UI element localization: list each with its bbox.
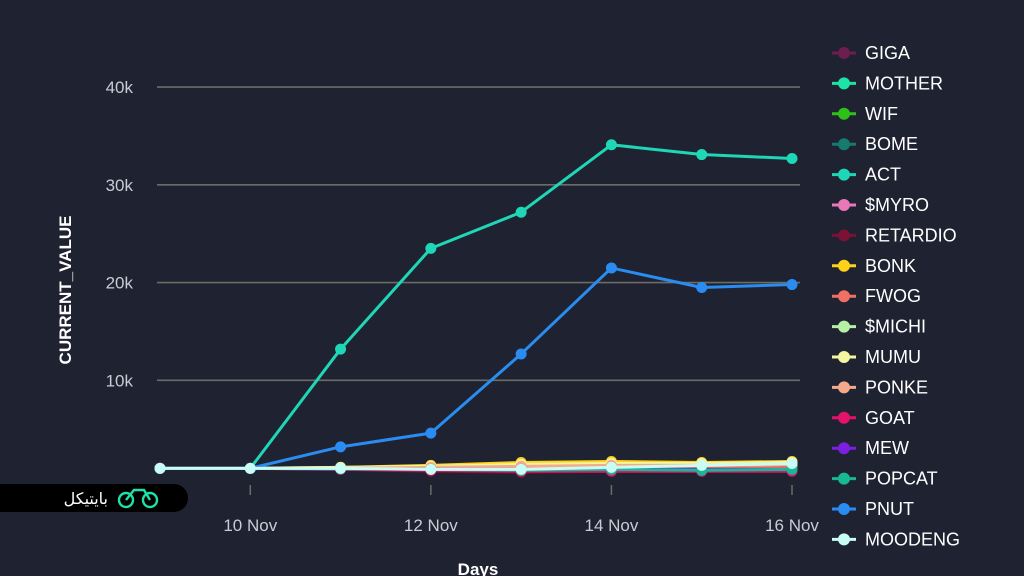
watermark-text: بایتیکل	[63, 488, 108, 508]
legend-marker	[838, 290, 850, 303]
legend-label: BOME	[865, 134, 918, 154]
data-point[interactable]	[515, 348, 527, 360]
legend-item[interactable]: PNUT	[832, 499, 914, 519]
legend-label: RETARDIO	[865, 225, 957, 245]
series-line	[160, 143, 793, 470]
legend-marker	[838, 442, 850, 455]
legend-label: $MYRO	[865, 195, 929, 215]
legend-label: MOTHER	[865, 73, 943, 93]
data-point[interactable]	[605, 139, 617, 151]
legend-marker	[838, 351, 850, 363]
legend-label: GOAT	[865, 408, 915, 428]
legend-item[interactable]: PONKE	[832, 377, 928, 397]
legend-item[interactable]: $MICHI	[832, 317, 926, 337]
legend-item[interactable]: WIF	[832, 104, 898, 124]
legend-item[interactable]: MEW	[832, 438, 909, 458]
legend-label: MEW	[865, 438, 909, 458]
data-point[interactable]	[515, 463, 527, 475]
data-point[interactable]	[335, 343, 347, 355]
bicycle-icon	[117, 488, 159, 509]
legend-marker	[838, 381, 850, 394]
x-axis-title: Days	[458, 560, 499, 576]
y-axis-ticks: 10k 20k 30k 40k	[106, 78, 134, 390]
legend-marker	[838, 503, 850, 515]
series-layer	[154, 139, 798, 478]
x-tick-label: 10 Nov	[223, 516, 277, 535]
data-point[interactable]	[696, 149, 708, 161]
y-tick-label: 40k	[106, 78, 134, 97]
legend-item[interactable]: GIGA	[832, 43, 910, 63]
legend-marker	[838, 168, 850, 181]
x-tick-label: 16 Nov	[765, 516, 819, 535]
legend-marker	[838, 472, 850, 485]
legend-label: FWOG	[865, 286, 921, 306]
data-point[interactable]	[786, 152, 798, 164]
series-act	[154, 139, 798, 474]
data-point[interactable]	[244, 462, 256, 474]
data-point[interactable]	[154, 462, 166, 474]
legend-item[interactable]: MOODENG	[832, 529, 960, 549]
legend-marker	[838, 411, 850, 424]
legend-item[interactable]: FWOG	[832, 286, 921, 306]
legend-marker	[838, 77, 850, 90]
legend-label: BONK	[865, 256, 916, 276]
legend-marker	[838, 47, 850, 59]
legend: GIGA MOTHER WIF BOME ACT $MYRO RETARDIO BONK FWO…	[832, 43, 960, 549]
x-tick-label: 14 Nov	[584, 516, 638, 535]
x-axis-ticks: 10 Nov 12 Nov 14 Nov 16 Nov	[223, 485, 819, 535]
legend-label: GIGA	[865, 43, 910, 63]
legend-marker	[838, 138, 850, 151]
data-point[interactable]	[425, 463, 437, 475]
series-line	[160, 461, 793, 471]
legend-label: PONKE	[865, 377, 928, 397]
data-point[interactable]	[786, 279, 798, 291]
data-point[interactable]	[696, 281, 708, 293]
watermark-badge: بایتیکل	[0, 484, 188, 512]
data-point[interactable]	[425, 427, 437, 439]
legend-item[interactable]: BOME	[832, 134, 918, 154]
series-moodeng	[154, 457, 798, 475]
legend-item[interactable]: MUMU	[832, 347, 921, 367]
legend-marker	[838, 533, 850, 546]
legend-label: MUMU	[865, 347, 921, 367]
data-point[interactable]	[605, 461, 617, 473]
legend-marker	[838, 199, 850, 211]
legend-item[interactable]: POPCAT	[832, 469, 938, 489]
legend-marker	[838, 229, 850, 242]
data-point[interactable]	[605, 262, 617, 274]
data-point[interactable]	[515, 206, 527, 218]
legend-item[interactable]: ACT	[832, 165, 901, 185]
legend-label: PNUT	[865, 499, 914, 519]
data-point[interactable]	[425, 242, 437, 254]
legend-label: POPCAT	[865, 469, 938, 489]
grid-lines	[157, 86, 800, 382]
series-line	[160, 266, 793, 470]
legend-marker	[838, 107, 850, 120]
series-pnut	[154, 262, 798, 474]
legend-item[interactable]: MOTHER	[832, 73, 943, 93]
legend-label: ACT	[865, 165, 901, 185]
legend-item[interactable]: GOAT	[832, 408, 915, 428]
legend-label: $MICHI	[865, 317, 926, 337]
y-tick-label: 20k	[106, 274, 134, 293]
legend-item[interactable]: $MYRO	[832, 195, 929, 215]
legend-marker	[838, 259, 850, 272]
y-tick-label: 30k	[106, 176, 134, 195]
y-axis-title: CURRENT_VALUE	[56, 216, 75, 365]
data-point[interactable]	[335, 441, 347, 453]
legend-label: MOODENG	[865, 529, 960, 549]
legend-item[interactable]: RETARDIO	[832, 225, 957, 245]
y-tick-label: 10k	[106, 371, 134, 390]
data-point[interactable]	[786, 457, 798, 469]
data-point[interactable]	[696, 459, 708, 471]
data-point[interactable]	[335, 462, 347, 474]
legend-marker	[838, 320, 850, 333]
x-tick-label: 12 Nov	[404, 516, 458, 535]
legend-item[interactable]: BONK	[832, 256, 916, 276]
legend-label: WIF	[865, 104, 898, 124]
